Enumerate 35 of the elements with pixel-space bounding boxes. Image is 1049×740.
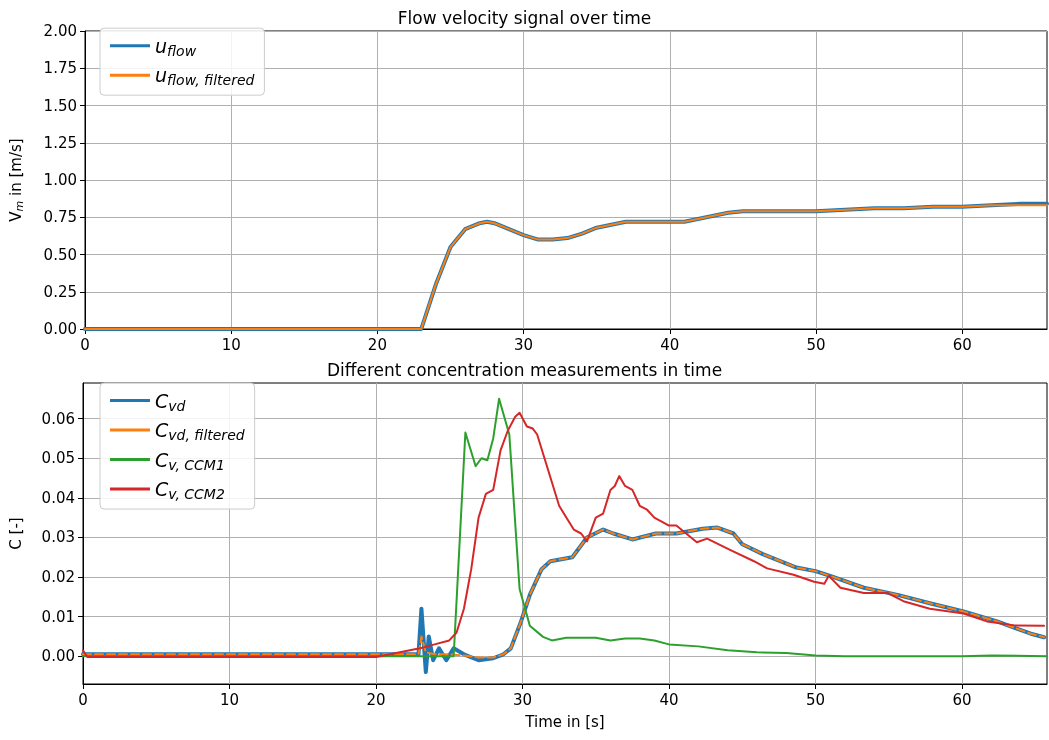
y-tick-label: 0.03 xyxy=(41,528,75,547)
y-axis-title: C [-] xyxy=(6,517,25,550)
x-tick-label: 30 xyxy=(512,690,533,709)
x-tick-label: 50 xyxy=(805,690,826,709)
chart-title: Flow velocity signal over time xyxy=(397,7,652,28)
x-tick-label: 50 xyxy=(806,335,826,354)
y-tick-label: 1.00 xyxy=(43,171,77,189)
x-tick-label: 20 xyxy=(366,690,386,709)
x-tick-label: 40 xyxy=(660,335,680,354)
y-tick-label: 1.25 xyxy=(43,133,77,152)
x-tick-label: 30 xyxy=(514,335,534,354)
y-tick-label: 0.00 xyxy=(43,320,77,338)
y-tick-label: 0.02 xyxy=(41,568,75,587)
y-tick-label: 2.00 xyxy=(43,22,77,40)
y-tick-label: 0.75 xyxy=(43,208,77,227)
x-tick-label: 40 xyxy=(659,690,679,709)
y-tick-label: 0.04 xyxy=(41,488,75,507)
y-tick-label: 0.00 xyxy=(41,647,75,666)
y-axis-title: Vm in [m/s] xyxy=(6,138,26,222)
x-axis-title: Time in [s] xyxy=(524,712,605,731)
x-tick-label: 60 xyxy=(952,690,972,709)
y-tick-label: 0.25 xyxy=(43,282,77,301)
y-tick-label: 1.50 xyxy=(43,96,77,115)
x-tick-label: 0 xyxy=(80,335,90,354)
x-tick-label: 10 xyxy=(219,690,240,709)
y-tick-label: 0.01 xyxy=(41,607,75,626)
x-tick-label: 10 xyxy=(221,335,241,354)
x-tick-label: 0 xyxy=(78,690,88,709)
y-tick-label: 0.05 xyxy=(41,449,75,468)
y-tick-label: 0.50 xyxy=(43,245,77,264)
x-tick-label: 60 xyxy=(952,335,972,354)
chart-title: Different concentration measurements in time xyxy=(326,359,723,380)
y-tick-label: 0.06 xyxy=(41,409,75,428)
y-tick-label: 1.75 xyxy=(43,59,77,78)
x-tick-label: 20 xyxy=(367,335,387,354)
